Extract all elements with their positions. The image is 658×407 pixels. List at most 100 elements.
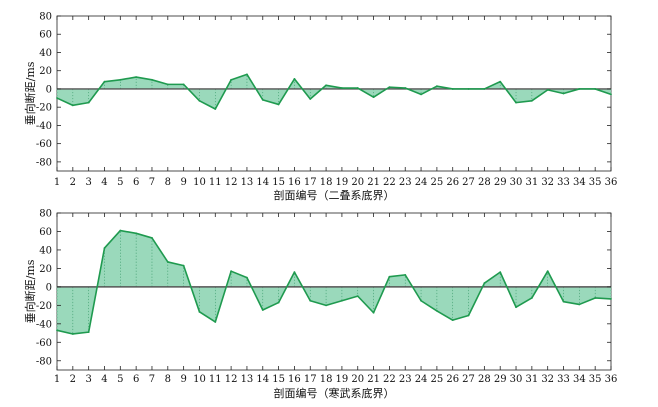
x-tick-label: 20 [351, 177, 364, 188]
data-point [404, 87, 407, 89]
data-point [182, 83, 185, 86]
x-tick-label: 26 [446, 177, 459, 188]
y-axis-label: 垂向断距/ms [23, 61, 37, 125]
y-tick-label: -80 [36, 157, 52, 168]
data-point [277, 103, 280, 106]
y-tick-label: 80 [39, 209, 52, 220]
data-point [451, 88, 454, 90]
data-point [499, 80, 502, 83]
x-tick-label: 23 [399, 177, 412, 188]
data-point [293, 78, 296, 80]
x-tick-label: 15 [272, 374, 285, 385]
data-point [515, 101, 517, 104]
data-point [578, 303, 581, 306]
data-point [594, 297, 597, 299]
x-tick-label: 35 [589, 177, 602, 188]
x-tick-label: 12 [225, 374, 238, 385]
series-area [57, 74, 611, 109]
data-point [198, 99, 201, 102]
x-tick-label: 16 [288, 374, 301, 385]
x-tick-label: 15 [272, 177, 285, 188]
y-tick-label: -20 [36, 103, 52, 114]
x-tick-label: 1 [54, 374, 60, 385]
x-tick-label: 10 [193, 374, 206, 385]
data-point [277, 301, 280, 304]
data-point [483, 88, 486, 90]
data-point [420, 299, 422, 302]
data-point [214, 108, 217, 110]
x-tick-label: 9 [180, 177, 186, 188]
y-tick-label: 40 [39, 245, 52, 256]
data-point [135, 76, 138, 78]
x-tick-label: 4 [101, 374, 107, 385]
x-tick-label: 19 [336, 177, 349, 188]
data-point [388, 275, 391, 278]
data-point [435, 309, 438, 312]
data-point [610, 93, 612, 96]
data-point [420, 93, 422, 96]
data-point [610, 297, 612, 300]
data-point [372, 311, 375, 314]
y-tick-label: -80 [36, 356, 52, 367]
data-point [230, 270, 233, 273]
data-point [103, 247, 106, 249]
data-point [71, 333, 74, 335]
x-tick-label: 32 [541, 177, 554, 188]
data-point [87, 101, 90, 104]
data-point [309, 98, 312, 100]
series-area [57, 230, 611, 334]
x-tick-label: 29 [494, 374, 507, 385]
data-point [483, 282, 486, 285]
data-point [325, 84, 327, 87]
y-tick-label: -60 [36, 338, 52, 349]
y-axis-label: 垂向断距/ms [23, 259, 37, 323]
x-tick-label: 19 [336, 374, 349, 385]
x-tick-label: 27 [462, 374, 475, 385]
x-tick-label: 32 [541, 374, 554, 385]
x-tick-label: 1 [54, 177, 60, 188]
x-tick-label: 25 [431, 374, 444, 385]
x-tick-label: 26 [446, 374, 459, 385]
x-tick-label: 3 [85, 374, 91, 385]
x-tick-label: 2 [70, 374, 76, 385]
x-tick-label: 22 [383, 374, 396, 385]
x-tick-label: 7 [149, 177, 155, 188]
data-point [467, 314, 470, 317]
data-point [182, 264, 185, 267]
data-point [372, 96, 375, 99]
data-point [546, 88, 549, 91]
data-point [562, 92, 565, 95]
x-tick-label: 36 [605, 374, 618, 385]
data-point [198, 310, 201, 313]
data-point [261, 309, 264, 311]
y-tick-label: -40 [36, 121, 52, 132]
data-point [293, 271, 296, 274]
data-point [166, 261, 169, 263]
data-point [261, 98, 264, 101]
data-point [119, 78, 122, 81]
data-point [546, 270, 549, 273]
x-tick-label: 2 [70, 177, 76, 188]
x-tick-label: 34 [573, 177, 586, 188]
data-point [467, 88, 470, 90]
x-tick-label: 4 [101, 177, 107, 188]
x-tick-label: 35 [589, 374, 602, 385]
x-tick-label: 24 [415, 374, 428, 385]
data-point [530, 297, 533, 299]
y-tick-label: 20 [39, 264, 52, 275]
data-point [562, 300, 565, 303]
data-point [325, 304, 327, 307]
x-tick-label: 28 [478, 374, 491, 385]
data-point [309, 299, 312, 302]
x-tick-label: 27 [462, 177, 475, 188]
x-tick-label: 20 [351, 374, 364, 385]
data-point [578, 88, 581, 90]
data-point [246, 73, 248, 76]
x-tick-label: 14 [256, 177, 269, 188]
y-tick-label: 0 [46, 282, 52, 293]
x-tick-label: 8 [165, 177, 171, 188]
x-tick-label: 21 [367, 374, 380, 385]
x-tick-label: 5 [117, 374, 123, 385]
data-point [246, 276, 248, 279]
x-axis-label: 剖面编号（二叠系底界） [274, 188, 395, 202]
